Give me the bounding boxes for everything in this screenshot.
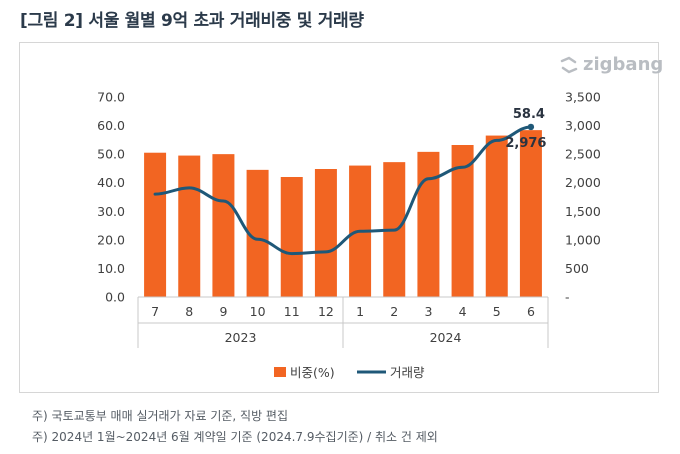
- right-axis-tick-label: -: [565, 290, 570, 305]
- bar-6: [519, 130, 542, 297]
- brand-logo: zigbang: [559, 54, 663, 75]
- bar-4: [451, 145, 474, 297]
- bar-5: [485, 135, 508, 297]
- bar-7: [144, 152, 167, 297]
- line-data-label: 2,976: [505, 136, 546, 151]
- left-axis-tick-label: 60.0: [97, 118, 125, 133]
- bar-3: [417, 151, 440, 297]
- bar-data-label: 58.4: [513, 107, 545, 122]
- line-series-volume: [153, 125, 533, 256]
- left-axis-tick-label: 50.0: [97, 147, 125, 162]
- x-axis-tick-label: 1: [356, 304, 364, 319]
- left-axis-tick-label: 0.0: [105, 290, 125, 305]
- legend-label-volume: 거래량: [390, 365, 425, 380]
- legend-swatch-share: [274, 367, 286, 377]
- x-axis-tick-label: 8: [185, 304, 193, 319]
- left-axis-tick-label: 40.0: [97, 175, 125, 190]
- x-axis-tick-label: 3: [424, 304, 432, 319]
- brand-logo-icon: [560, 56, 578, 73]
- x-axis-tick-label: 4: [459, 304, 467, 319]
- x-axis-group-label: 2023: [225, 330, 257, 345]
- legend-label-share: 비중(%): [290, 365, 335, 380]
- bar-9: [212, 154, 235, 297]
- x-axis-tick-label: 10: [250, 304, 266, 319]
- x-axis-group-label: 2024: [430, 330, 462, 345]
- bar-12: [314, 169, 337, 297]
- right-axis-tick-label: 1,000: [565, 232, 601, 247]
- x-axis-tick-label: 5: [493, 304, 501, 319]
- footnotes: 주) 국토교통부 매매 실거래가 자료 기준, 직방 편집 주) 2024년 1…: [32, 406, 438, 448]
- page-title: [그림 2] 서울 월별 9억 초과 거래비중 및 거래량: [20, 11, 364, 31]
- x-axis-tick-label: 6: [527, 304, 535, 319]
- brand-logo-text: zigbang: [583, 54, 664, 75]
- x-axis-tick-label: 9: [219, 304, 227, 319]
- bar-11: [280, 177, 303, 297]
- right-axis-tick-label: 3,500: [565, 90, 601, 105]
- line-point-6: [527, 123, 535, 131]
- left-axis-tick-label: 20.0: [97, 232, 125, 247]
- left-axis-tick-label: 10.0: [97, 261, 125, 276]
- x-axis-tick-label: 12: [318, 304, 334, 319]
- left-axis-tick-label: 30.0: [97, 204, 125, 219]
- bar-8: [178, 155, 201, 297]
- left-axis-tick-label: 70.0: [97, 90, 125, 105]
- x-axis-tick-label: 11: [284, 304, 300, 319]
- bar-10: [246, 169, 269, 297]
- x-axis-tick-label: 2: [390, 304, 398, 319]
- right-axis-tick-label: 500: [565, 261, 589, 276]
- right-axis-tick-label: 1,500: [565, 204, 601, 219]
- right-axis-tick-label: 2,000: [565, 175, 601, 190]
- right-axis-tick-label: 2,500: [565, 147, 601, 162]
- chart-frame: [19, 42, 659, 393]
- right-axis-tick-label: 3,000: [565, 118, 601, 133]
- x-axis-tick-label: 7: [151, 304, 159, 319]
- footnote-source: 주) 국토교통부 매매 실거래가 자료 기준, 직방 편집: [32, 409, 288, 423]
- footnote-basis: 주) 2024년 1월~2024년 6월 계약일 기준 (2024.7.9수집기…: [32, 430, 438, 444]
